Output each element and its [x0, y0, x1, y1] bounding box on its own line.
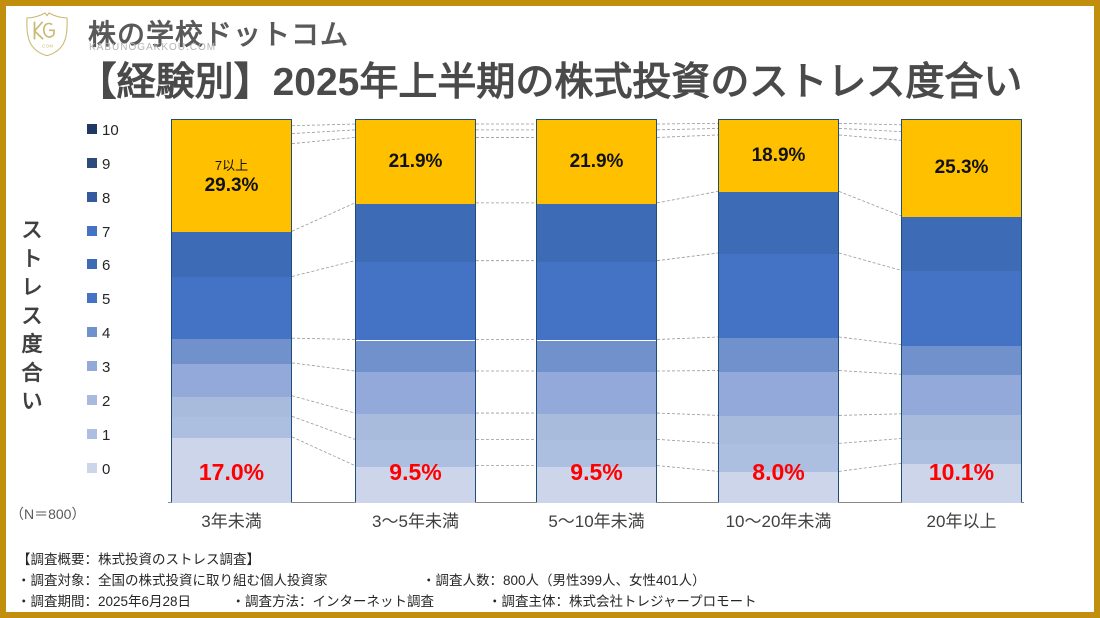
svg-text:.COM: .COM [41, 43, 54, 48]
